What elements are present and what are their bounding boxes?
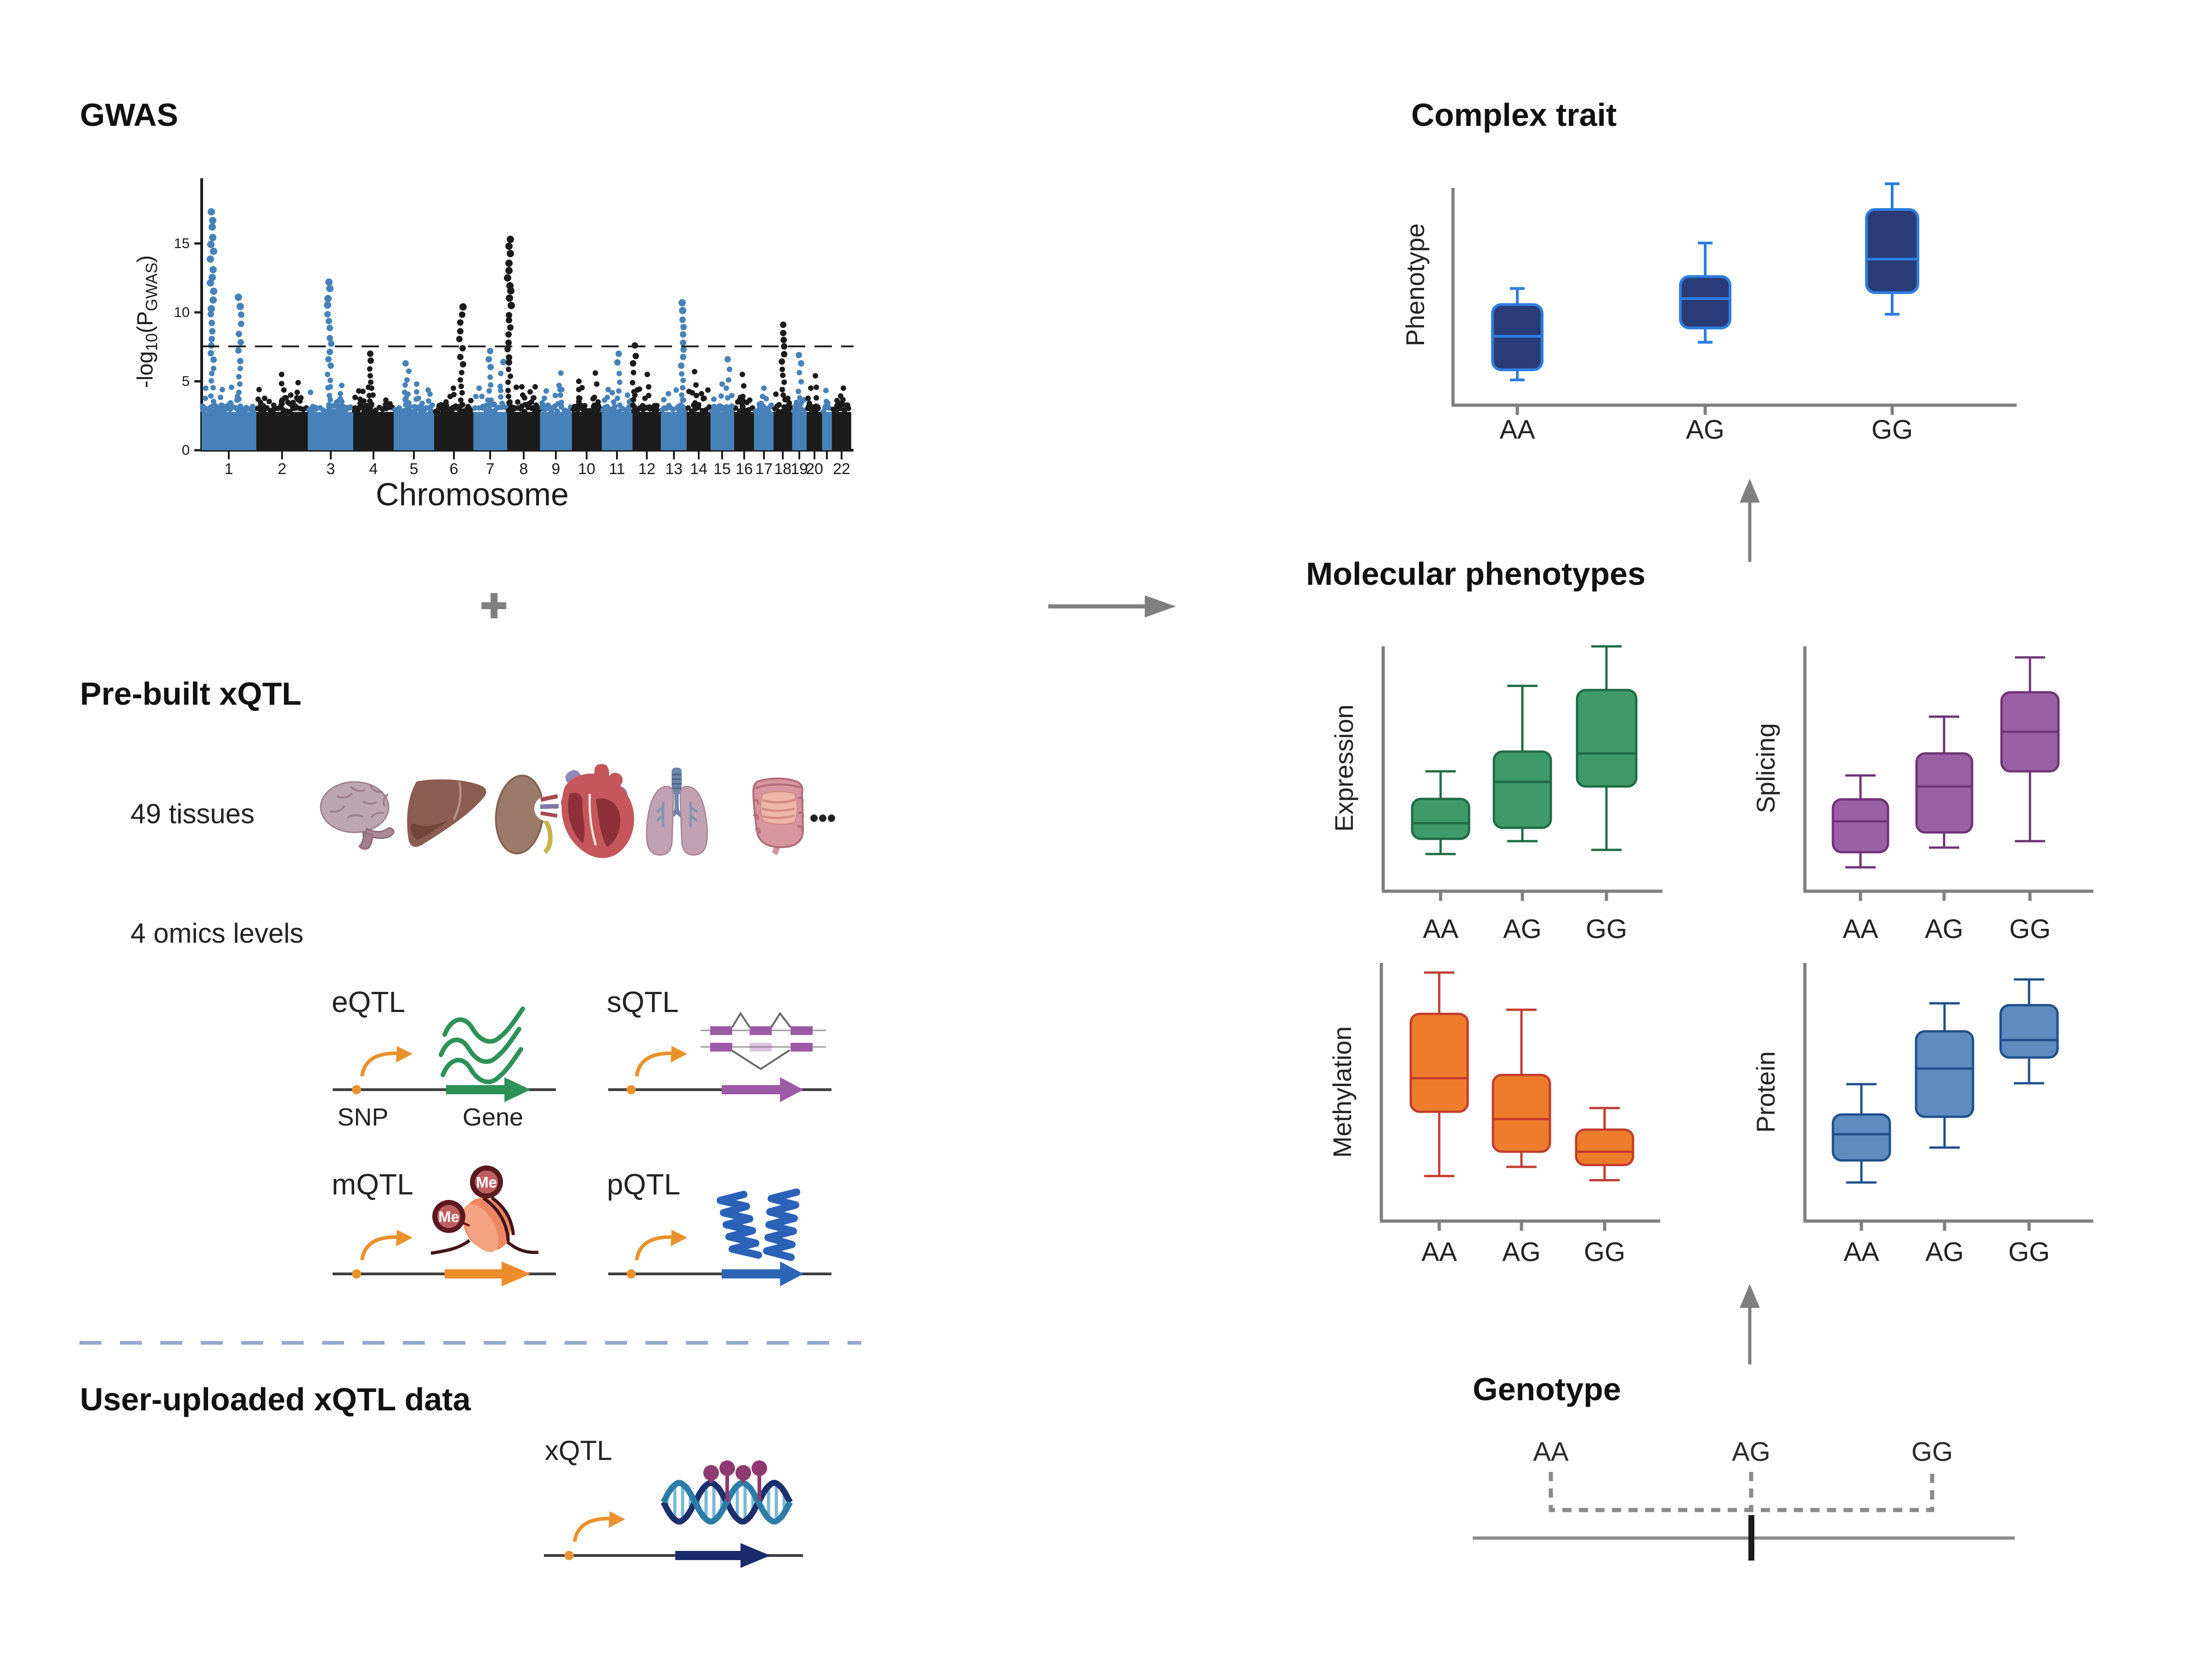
svg-text:Methylation: Methylation [1328,1026,1357,1158]
svg-text:User-uploaded xQTL data: User-uploaded xQTL data [80,1381,471,1417]
svg-text:Me: Me [438,1208,459,1225]
svg-text:7: 7 [486,460,495,478]
svg-text:Protein: Protein [1751,1051,1780,1132]
svg-text:49 tissues: 49 tissues [130,798,254,829]
svg-text:8: 8 [520,460,528,478]
svg-text:Expression: Expression [1329,704,1358,832]
svg-text:AG: AG [1925,1237,1964,1267]
svg-text:16: 16 [735,460,753,478]
svg-text:1: 1 [225,460,233,478]
svg-text:Genotype: Genotype [1473,1371,1621,1407]
svg-text:AA: AA [1533,1437,1569,1467]
svg-text:mQTL: mQTL [332,1168,413,1201]
svg-text:4: 4 [369,460,378,478]
svg-text:2: 2 [278,460,287,478]
svg-text:SNP: SNP [337,1103,388,1131]
svg-text:15: 15 [713,460,731,478]
svg-text:4 omics levels: 4 omics levels [130,918,304,949]
svg-text:20: 20 [806,460,823,478]
svg-text:GG: GG [2009,914,2051,944]
svg-text:AG: AG [1925,914,1963,944]
svg-text:3: 3 [327,460,335,478]
svg-text:17: 17 [755,460,773,478]
svg-text:0: 0 [182,442,190,458]
svg-text:GG: GG [1584,1237,1625,1267]
svg-text:9: 9 [552,460,560,478]
svg-text:Splicing: Splicing [1751,723,1780,813]
svg-text:Chromosome: Chromosome [376,476,569,512]
svg-text:Phenotype: Phenotype [1401,223,1430,346]
svg-text:13: 13 [665,460,683,478]
svg-text:AG: AG [1503,914,1542,944]
svg-text:6: 6 [450,460,458,478]
svg-text:11: 11 [609,460,625,478]
svg-text:Gene: Gene [463,1103,523,1131]
svg-text:18: 18 [774,460,792,478]
svg-text:AG: AG [1686,415,1724,445]
svg-text:10: 10 [174,304,190,320]
svg-text:GG: GG [1586,914,1627,944]
svg-text:xQTL: xQTL [545,1435,612,1466]
svg-text:Molecular phenotypes: Molecular phenotypes [1306,556,1645,592]
svg-text:22: 22 [833,460,850,478]
svg-text:AG: AG [1732,1437,1770,1467]
svg-text:GG: GG [1911,1437,1953,1467]
svg-text:14: 14 [690,460,707,478]
svg-text:AA: AA [1499,415,1535,445]
svg-text:10: 10 [578,460,595,478]
svg-text:GG: GG [2008,1237,2050,1267]
svg-text:AA: AA [1843,1237,1879,1267]
svg-text:Me: Me [476,1174,497,1191]
svg-text:12: 12 [638,460,656,478]
svg-text:19: 19 [791,460,808,478]
svg-text:pQTL: pQTL [607,1168,680,1201]
svg-text:5: 5 [410,460,418,478]
svg-text:AA: AA [1421,1237,1457,1267]
svg-text:Pre-built xQTL: Pre-built xQTL [80,676,301,712]
svg-text:GG: GG [1871,415,1913,445]
svg-text:sQTL: sQTL [607,985,678,1018]
svg-text:GWAS: GWAS [80,97,178,133]
svg-text:15: 15 [174,235,190,251]
svg-text:AA: AA [1843,914,1878,944]
svg-text:AG: AG [1502,1237,1541,1267]
svg-text:5: 5 [182,373,190,389]
svg-text:eQTL: eQTL [332,985,405,1018]
svg-text:AA: AA [1423,914,1459,944]
svg-text:Complex trait: Complex trait [1411,97,1617,133]
